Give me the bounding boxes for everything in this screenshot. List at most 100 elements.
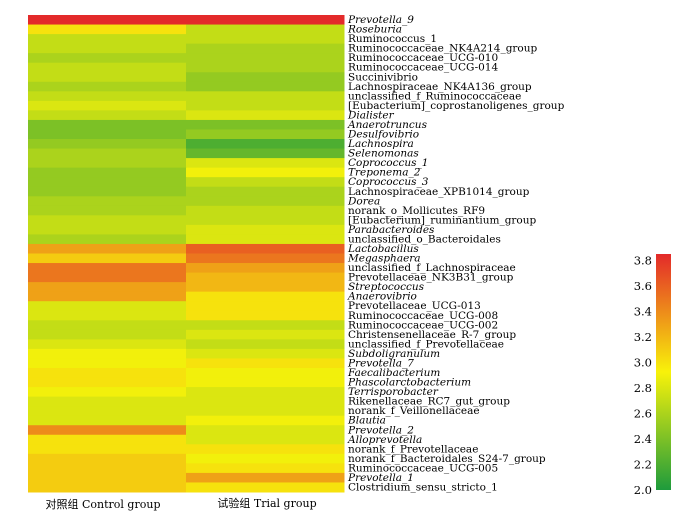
row-label: Megasphaera — [347, 253, 421, 265]
color-scale-tick-label: 2.0 — [634, 483, 652, 497]
color-scale-legend: 2.0 2.2 2.4 2.6 2.8 3.0 3.2 3.4 3.6 3.8 — [634, 253, 671, 497]
heatmap-cell — [186, 234, 345, 245]
heatmap-cell — [186, 482, 345, 493]
row-label: Dialister — [347, 109, 395, 121]
heatmap-cell — [28, 100, 187, 111]
heatmap-cell — [28, 329, 187, 340]
row-label: Prevotella_7 — [347, 357, 414, 369]
heatmap-cell — [28, 81, 187, 92]
row-label: Rikenellaceae_RC7_gut_group — [348, 396, 510, 408]
heatmap-cell — [186, 463, 345, 474]
heatmap-cell — [28, 243, 187, 254]
row-label: Streptococcus — [348, 281, 425, 293]
heatmap-cell — [186, 215, 345, 226]
heatmap-cell — [28, 367, 187, 379]
heatmap-cell — [186, 158, 345, 169]
heatmap-cell — [186, 167, 345, 178]
heatmap-cell — [186, 81, 345, 92]
heatmap-cell — [186, 129, 345, 140]
heatmap-cell — [28, 272, 187, 283]
row-label: norank_f_Veillonellaceae — [348, 405, 480, 417]
row-label: Roseburia — [347, 24, 402, 36]
heatmap-cell — [28, 196, 187, 207]
heatmap-cell — [28, 53, 187, 64]
column-label-control: 对照组 Control group — [46, 497, 161, 511]
heatmap-cell — [186, 196, 345, 207]
heatmap-cell — [186, 272, 345, 283]
row-label: Desulfovibrio — [347, 129, 419, 141]
heatmap-cell — [186, 358, 345, 369]
heatmap-cell — [28, 24, 187, 35]
heatmap-cell — [28, 291, 187, 302]
heatmap-cell — [186, 396, 345, 407]
heatmap-cell — [186, 320, 345, 331]
row-label: Ruminococcaceae_UCG-010 — [348, 52, 498, 64]
heatmap-cell — [28, 129, 187, 140]
heatmap-cell — [186, 110, 345, 121]
heatmap-cell — [186, 301, 345, 312]
heatmap-cell — [186, 253, 345, 264]
heatmap-cell — [186, 224, 345, 235]
heatmap-cell — [28, 463, 187, 474]
heatmap-cell — [186, 377, 345, 388]
color-scale-tick-label: 3.2 — [634, 330, 652, 344]
color-scale-ticks: 2.0 2.2 2.4 2.6 2.8 3.0 3.2 3.4 3.6 3.8 — [634, 253, 652, 497]
row-label: Prevotellaceae_NK3B31_group — [348, 272, 514, 284]
row-label: Lactobacillus — [347, 243, 419, 255]
heatmap-cell — [28, 234, 187, 245]
heatmap-cell — [186, 24, 345, 35]
heatmap-cell — [28, 139, 187, 150]
row-label: Clostridium_sensu_stricto_1 — [348, 482, 498, 494]
row-label: Ruminococcus_1 — [348, 33, 437, 45]
heatmap-cell — [186, 263, 345, 274]
row-label: Alloprevotella — [347, 434, 422, 446]
heatmap-cell — [186, 282, 345, 293]
heatmap-cell — [28, 215, 187, 226]
heatmap-cell — [28, 253, 187, 264]
row-label: Lachnospiraceae_XPB1014_group — [348, 186, 530, 198]
heatmap-cell — [186, 367, 345, 379]
heatmap-cell — [28, 377, 187, 388]
heatmap-cell — [186, 434, 345, 445]
heatmap-cell — [28, 348, 187, 359]
row-label: Coprococcus_3 — [348, 176, 429, 188]
heatmap-cell — [186, 72, 345, 83]
heatmap-cell — [186, 15, 345, 26]
heatmap-cell — [186, 415, 345, 426]
row-label: Blautia — [347, 415, 386, 427]
heatmap-cell — [28, 62, 187, 73]
heatmap-cell — [28, 72, 187, 83]
heatmap-cell — [28, 301, 187, 312]
row-label: Ruminococcaceae_UCG-005 — [348, 462, 498, 474]
row-label: Phascolarctobacterium — [347, 377, 471, 389]
heatmap-cell — [186, 444, 345, 455]
row-label: Ruminococcaceae_UCG-002 — [348, 319, 498, 331]
heatmap-cell — [28, 91, 187, 102]
heatmap-cell — [28, 339, 187, 350]
row-label: norank_f_Bacteroidales_S24-7_group — [348, 453, 546, 465]
heatmap-cell — [186, 387, 345, 398]
column-label-trial: 试验组 Trial group — [217, 496, 316, 510]
color-scale-tick-label: 2.6 — [634, 406, 652, 420]
row-label: unclassified_f_Ruminococcaceae — [348, 90, 521, 102]
row-label: Parabacteroides — [347, 224, 435, 236]
heatmap-cell — [28, 415, 187, 426]
heatmap-cell — [186, 243, 345, 254]
row-label: Faecalibacterium — [347, 367, 440, 379]
heatmap-cell — [186, 62, 345, 73]
heatmap-cell — [186, 406, 345, 417]
row-label: Terrisporobacter — [348, 386, 439, 398]
heatmap-cell — [186, 453, 345, 464]
heatmap-cell — [28, 387, 187, 398]
row-label: Prevotella_9 — [347, 14, 414, 26]
heatmap-cell — [186, 329, 345, 340]
heatmap-cell — [28, 358, 187, 369]
heatmap-cell — [28, 158, 187, 169]
heatmap-cell — [28, 167, 187, 178]
heatmap-cell — [28, 110, 187, 121]
row-label: [Eubacterium]_coprostanoligenes_group — [348, 100, 565, 112]
row-label: Ruminococcaceae_UCG-014 — [348, 62, 498, 74]
heatmap-cell — [28, 43, 187, 54]
heatmap-cell — [28, 119, 187, 130]
